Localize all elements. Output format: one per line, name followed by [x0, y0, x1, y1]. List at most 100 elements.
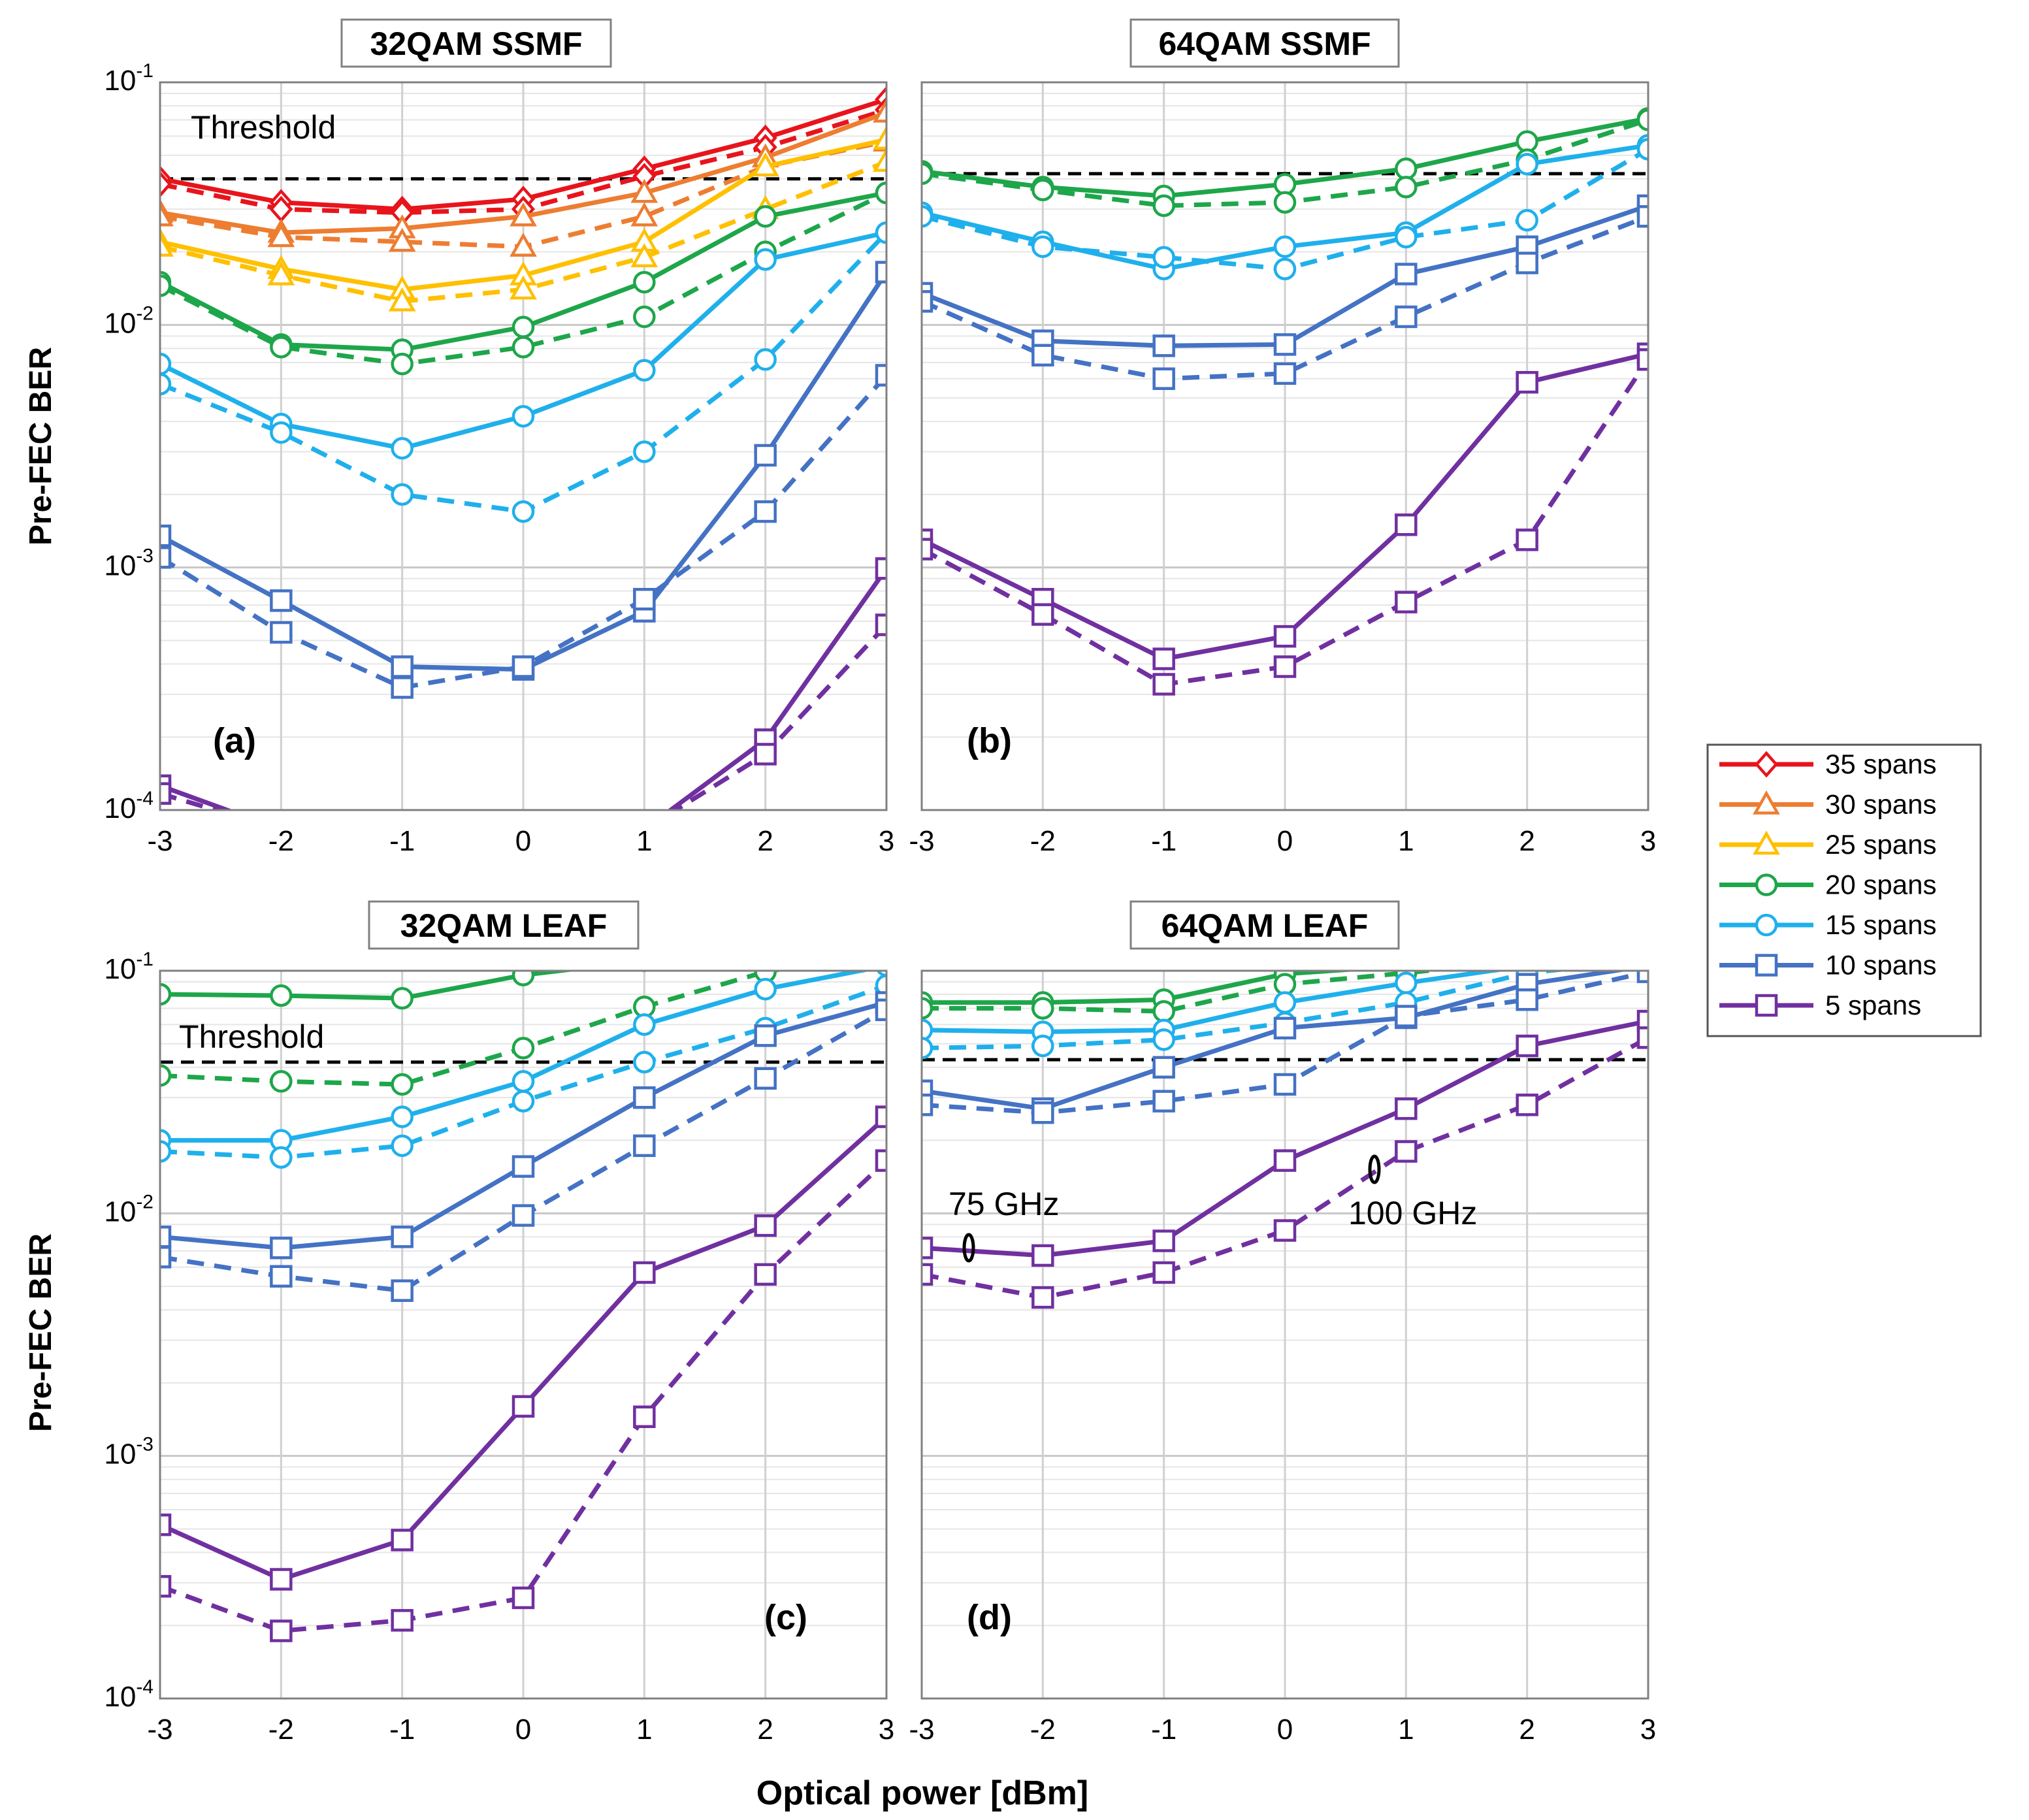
panel-a-frame [159, 81, 888, 811]
x-tick-label: -1 [1151, 825, 1177, 857]
data-point [1031, 1244, 1054, 1267]
panel-c-title-box [368, 900, 640, 950]
data-point [1273, 991, 1297, 1014]
panel-b: 64QAM SSMF -3 -2 -1 0 1 2 3 (b) [909, 18, 1656, 857]
x-tick-label: 2 [757, 825, 773, 857]
legend-item: 30 spans [1719, 789, 1936, 820]
data-point [1636, 1026, 1648, 1049]
panel-d-xticks: -3 -2 -1 0 1 2 3 [909, 1714, 1656, 1746]
y-tick-label: 10-4 [104, 788, 154, 824]
data-point [754, 977, 777, 1001]
panel-d-letter: (d) [967, 1598, 1012, 1637]
y-tick-label: 10-3 [104, 1434, 154, 1471]
data-point [511, 1395, 535, 1418]
data-point [391, 655, 414, 678]
data-point [1273, 973, 1297, 996]
y-tick-label: 10-1 [104, 60, 154, 97]
data-point [391, 1279, 414, 1302]
data-point [160, 233, 174, 257]
data-point [270, 984, 293, 1007]
panel-c-plot [160, 942, 896, 1642]
data-point [1031, 1034, 1054, 1058]
data-point [875, 182, 886, 204]
x-tick-label: 2 [757, 1714, 773, 1746]
data-point [639, 971, 650, 972]
x-tick-label: -2 [268, 1714, 294, 1746]
panel-a-letter: (a) [213, 721, 256, 760]
data-point [1273, 625, 1297, 648]
data-point [270, 336, 293, 359]
data-point [922, 162, 933, 186]
data-point [511, 655, 535, 678]
legend-marker [1753, 790, 1780, 815]
x-tick-label: -2 [1030, 1714, 1056, 1746]
data-point [633, 270, 656, 294]
data-point [633, 305, 656, 329]
data-point [1516, 1094, 1538, 1116]
data-point [1031, 344, 1054, 366]
legend-label: 30 spans [1825, 789, 1936, 820]
annotation-100ghz: 100 GHz [1348, 1195, 1477, 1231]
data-point [876, 971, 886, 977]
data-point [160, 1246, 172, 1269]
data-point [1521, 971, 1533, 972]
data-point [511, 404, 535, 428]
data-point [754, 1024, 777, 1047]
data-point [875, 613, 886, 636]
x-tick-label: -1 [389, 1714, 415, 1746]
data-point [877, 942, 896, 962]
data-point [1395, 157, 1418, 180]
data-point [160, 1140, 172, 1163]
legend-label: 15 spans [1825, 909, 1936, 940]
legend-item: 20 spans [1719, 869, 1936, 900]
data-point [922, 997, 933, 1020]
data-point [1273, 655, 1297, 678]
data-point [511, 336, 535, 359]
legend-item: 5 spans [1719, 990, 1921, 1020]
legend-label: 25 spans [1825, 829, 1936, 860]
data-point [270, 1265, 293, 1288]
data-point [1636, 971, 1648, 983]
x-tick-label: 0 [515, 1714, 531, 1746]
data-point [1031, 178, 1054, 202]
data-point [270, 1237, 293, 1259]
data-point [1395, 305, 1418, 329]
data-point [391, 1226, 414, 1248]
series-10-spans-dashed [922, 205, 1648, 390]
annotation-75ghz: 75 GHz [949, 1186, 1060, 1222]
data-point [270, 1070, 293, 1093]
x-tick-label: 3 [879, 825, 894, 857]
data-point [1273, 235, 1297, 258]
x-tick-label: 0 [1277, 1714, 1293, 1746]
data-point [270, 1568, 293, 1591]
panel-a: 32QAM SSMF Pre-FEC BER 10-110-210-310-4 … [24, 18, 894, 857]
legend-label: 35 spans [1825, 749, 1936, 779]
data-point [1152, 1056, 1175, 1079]
panel-d-frame [920, 969, 1649, 1700]
data-point [270, 1619, 293, 1642]
data-point [1516, 152, 1538, 176]
y-tick-label: 10-1 [104, 949, 154, 985]
panel-b-letter: (b) [967, 721, 1012, 760]
data-point [630, 202, 658, 227]
data-point [875, 557, 886, 580]
data-point [754, 1214, 777, 1237]
data-point [633, 359, 656, 382]
panel-c-ylabel: Pre-FEC BER [24, 1233, 58, 1432]
data-point [391, 436, 414, 460]
legend-label: 20 spans [1825, 869, 1936, 900]
data-point [1516, 988, 1538, 1011]
y-tick-label: 10-2 [104, 302, 154, 339]
data-point [633, 587, 656, 611]
data-point [391, 1073, 414, 1096]
data-point [160, 546, 172, 569]
data-point [1395, 591, 1418, 613]
panel-d-plot [922, 942, 1658, 1309]
data-point [1395, 176, 1418, 199]
data-point [633, 1134, 656, 1158]
data-point [1638, 942, 1658, 962]
data-point [160, 782, 172, 805]
data-point [510, 275, 537, 300]
legend-marker [1755, 913, 1778, 937]
